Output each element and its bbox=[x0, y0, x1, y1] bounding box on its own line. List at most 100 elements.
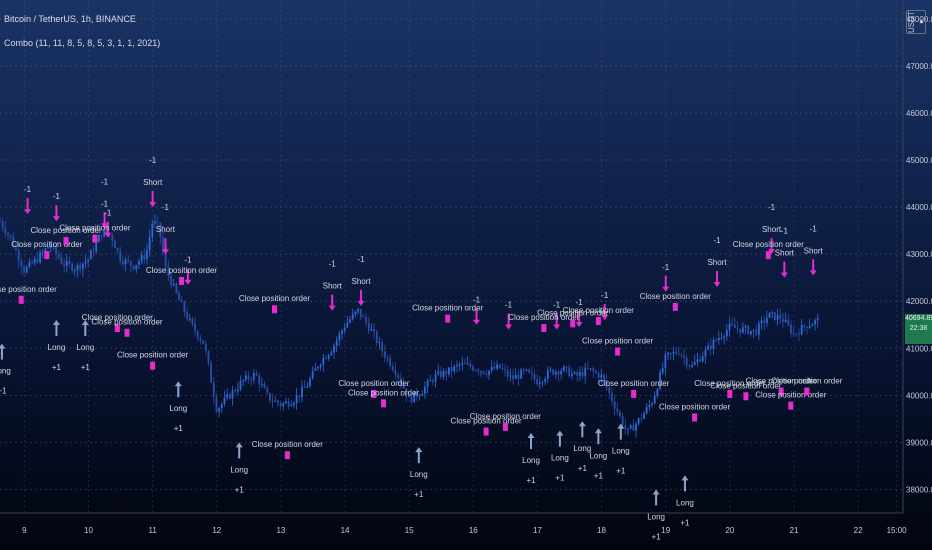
candle-body bbox=[792, 333, 795, 335]
long-label: Long bbox=[589, 451, 607, 460]
close-order-marker bbox=[672, 302, 678, 311]
close-order-marker bbox=[743, 392, 749, 401]
candle-body bbox=[386, 357, 389, 359]
candle-body bbox=[632, 425, 635, 431]
candle-body bbox=[749, 330, 752, 335]
candle-body bbox=[271, 400, 274, 402]
close-order-label: Close position order bbox=[412, 304, 483, 313]
candle-body bbox=[164, 252, 167, 267]
currency-button[interactable]: USDT ▾ bbox=[906, 10, 926, 34]
candle-body bbox=[159, 222, 162, 237]
candle-body bbox=[578, 372, 581, 376]
candle-body bbox=[231, 390, 234, 399]
candle-body bbox=[680, 354, 683, 356]
candle-body bbox=[520, 369, 522, 379]
candle-body bbox=[122, 261, 124, 265]
close-order-marker bbox=[114, 324, 120, 333]
candle-body bbox=[178, 292, 180, 301]
candle-body bbox=[351, 313, 354, 320]
candle-body bbox=[803, 325, 806, 327]
candle-body bbox=[675, 351, 677, 354]
y-tick-label: 42000.00 bbox=[906, 297, 932, 306]
x-tick-label: 19 bbox=[661, 526, 670, 535]
candle-body bbox=[258, 375, 261, 385]
candle-body bbox=[554, 371, 557, 375]
candle-body bbox=[717, 337, 720, 341]
x-tick-label: 15:00 bbox=[887, 526, 908, 535]
candle-body bbox=[338, 333, 341, 341]
candle-body bbox=[130, 261, 132, 266]
candle-body bbox=[490, 366, 493, 371]
short-label: Short bbox=[762, 225, 782, 234]
candle-body bbox=[693, 362, 696, 365]
candle-body bbox=[23, 266, 25, 273]
short-label: Short bbox=[323, 282, 343, 291]
candle-body bbox=[747, 326, 750, 335]
candle-body bbox=[186, 312, 188, 319]
candle-body bbox=[357, 308, 359, 312]
candle-body bbox=[488, 370, 490, 376]
candle-body bbox=[266, 388, 269, 393]
candle-body bbox=[138, 261, 140, 265]
candle-body bbox=[381, 342, 384, 352]
strategy-legend[interactable]: Combo (11, 11, 8, 5, 8, 5, 3, 1, 1, 2021… bbox=[4, 38, 161, 48]
candle-body bbox=[410, 396, 413, 403]
candle-body bbox=[784, 319, 787, 323]
candle-body bbox=[429, 380, 432, 382]
candle-body bbox=[573, 372, 576, 374]
close-order-marker bbox=[63, 236, 69, 245]
close-order-marker bbox=[178, 276, 184, 285]
long-label: Long bbox=[230, 465, 248, 474]
close-order-marker bbox=[18, 295, 24, 304]
candle-body bbox=[608, 387, 611, 393]
candle-body bbox=[790, 324, 792, 334]
candle-body bbox=[301, 386, 303, 397]
candle-body bbox=[39, 252, 41, 263]
candle-body bbox=[268, 392, 271, 401]
candle-body bbox=[798, 333, 800, 335]
candle-body bbox=[92, 250, 95, 252]
long-arrowhead bbox=[578, 421, 586, 427]
candle-body bbox=[25, 267, 28, 273]
candle-body bbox=[239, 380, 242, 390]
candle-body bbox=[76, 264, 79, 271]
candle-body bbox=[244, 375, 247, 381]
short-arrowhead bbox=[161, 249, 169, 255]
candle-body bbox=[341, 330, 343, 334]
close-order-marker bbox=[483, 427, 489, 436]
candle-body bbox=[79, 264, 82, 270]
candle-body bbox=[148, 236, 151, 251]
candle-body bbox=[327, 355, 330, 359]
symbol-legend[interactable]: Bitcoin / TetherUS, 1h, BINANCE bbox=[4, 14, 136, 24]
long-label: +1 bbox=[414, 490, 424, 499]
candle-body bbox=[466, 363, 469, 365]
candle-body bbox=[568, 367, 571, 377]
candle-body bbox=[31, 261, 33, 264]
candle-body bbox=[127, 259, 130, 262]
close-order-marker bbox=[615, 347, 621, 356]
close-order-marker bbox=[692, 413, 698, 422]
short-arrowhead bbox=[768, 249, 776, 255]
candle-body bbox=[100, 235, 103, 237]
candle-body bbox=[461, 362, 464, 365]
candle-body bbox=[188, 318, 191, 320]
candle-body bbox=[260, 384, 263, 386]
candle-body bbox=[303, 386, 306, 388]
candle-body bbox=[97, 235, 100, 242]
candle-body bbox=[114, 240, 116, 249]
short-label: -1 bbox=[576, 298, 584, 307]
candle-body bbox=[180, 300, 183, 302]
candle-body bbox=[418, 395, 421, 397]
candle-body bbox=[771, 312, 774, 314]
close-order-label: Close position order bbox=[239, 294, 310, 303]
short-label: -1 bbox=[101, 199, 109, 208]
candle-body bbox=[659, 372, 661, 390]
candle-body bbox=[768, 312, 771, 318]
candle-body bbox=[17, 250, 20, 261]
candle-body bbox=[421, 393, 424, 396]
x-tick-label: 20 bbox=[725, 526, 734, 535]
candle-body bbox=[498, 364, 501, 368]
candle-body bbox=[442, 370, 445, 378]
candle-body bbox=[73, 270, 76, 272]
